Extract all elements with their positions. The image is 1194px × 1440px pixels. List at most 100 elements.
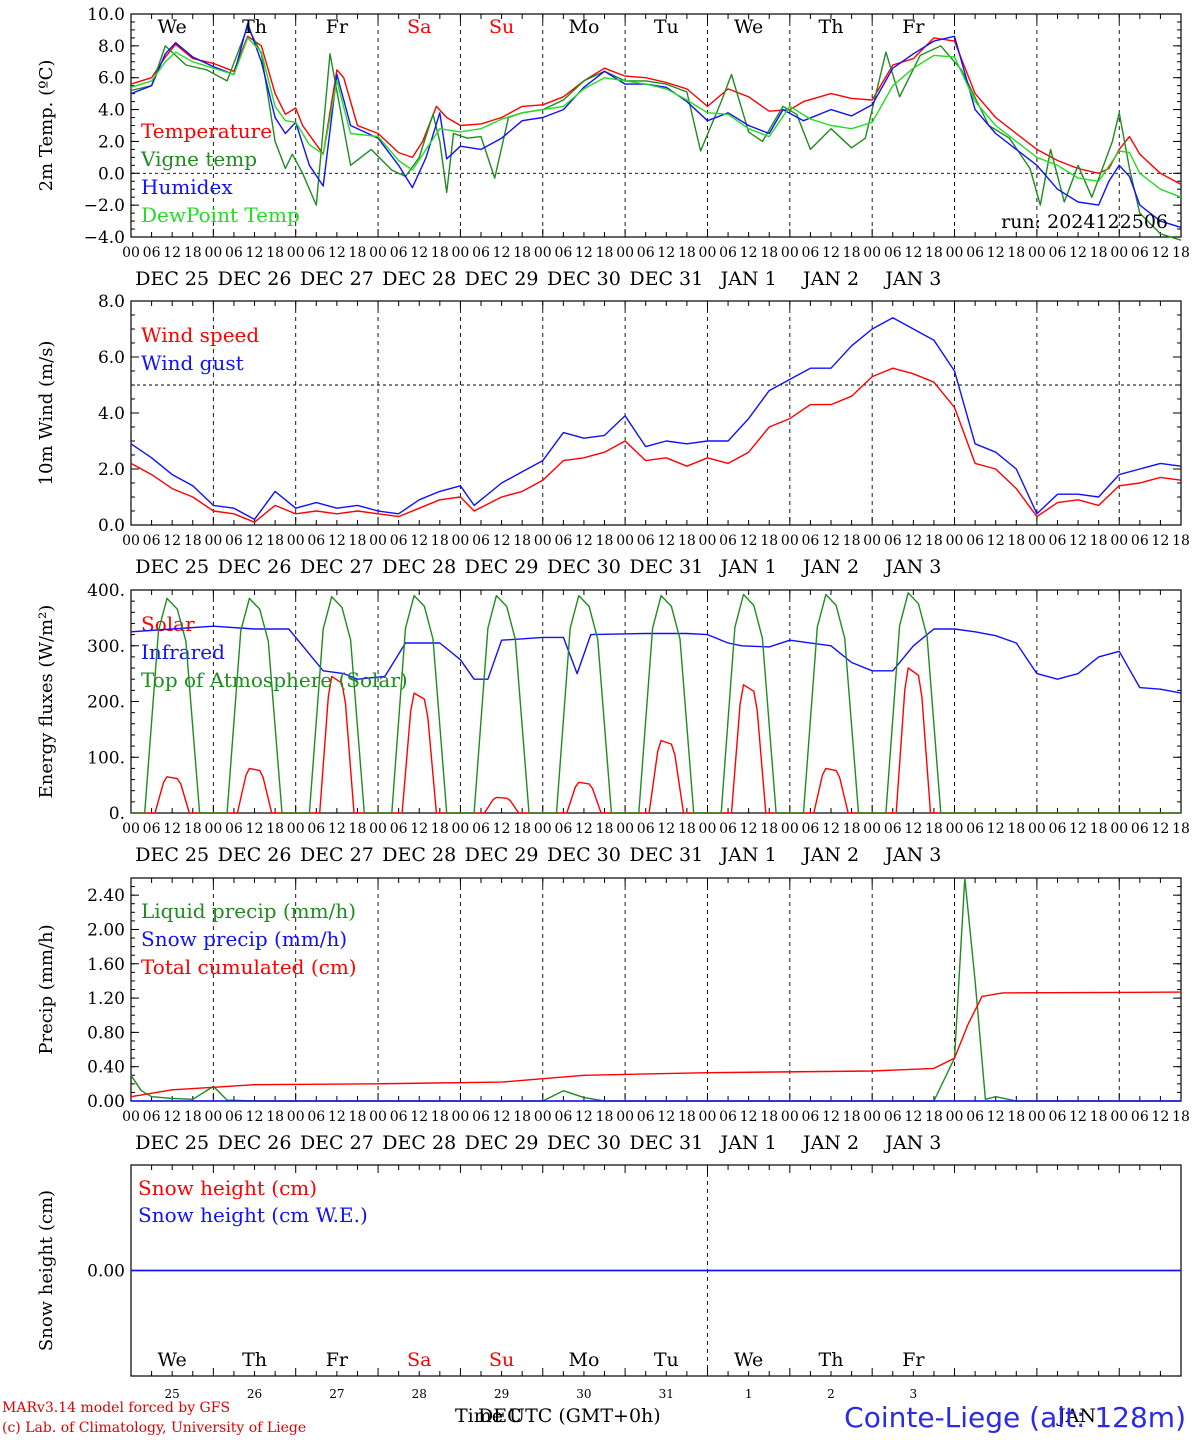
- date-label: DEC 29: [465, 268, 539, 290]
- date-label: DEC 30: [547, 1132, 621, 1154]
- date-label: JAN 2: [801, 1132, 859, 1154]
- hour-label: 12: [1151, 533, 1169, 549]
- date-label: DEC 27: [300, 844, 374, 866]
- date-label: DEC 30: [547, 268, 621, 290]
- series-liquid-precip-mm-h-: [130, 877, 1181, 1102]
- y-axis-title: Precip (mm/h): [36, 924, 57, 1054]
- y-axis-title: Energy fluxes (W/m²): [36, 605, 57, 799]
- hour-label: 12: [1069, 533, 1087, 549]
- hour-label: 18: [596, 533, 614, 549]
- hour-label: 00: [451, 245, 469, 261]
- hour-label: 06: [637, 533, 655, 549]
- hour-label: 12: [246, 245, 264, 261]
- hour-label: 00: [451, 821, 469, 837]
- hour-label: 18: [513, 245, 531, 261]
- hour-label: 12: [246, 1109, 264, 1125]
- hour-label: 06: [143, 821, 161, 837]
- hour-label: 12: [822, 821, 840, 837]
- hour-label: 18: [266, 245, 284, 261]
- hour-label: 18: [596, 245, 614, 261]
- hour-label: 06: [1049, 533, 1067, 549]
- date-label: DEC 26: [218, 1132, 292, 1154]
- hour-label: 00: [1110, 1109, 1128, 1125]
- hour-label: 18: [760, 533, 778, 549]
- date-label: JAN 2: [801, 268, 859, 290]
- hour-label: 18: [513, 1109, 531, 1125]
- hour-label: 00: [781, 821, 799, 837]
- hour-label: 00: [1110, 245, 1128, 261]
- hour-label: 18: [925, 245, 943, 261]
- hour-label: 12: [328, 821, 346, 837]
- hour-label: 18: [760, 821, 778, 837]
- date-label: DEC 31: [629, 1132, 703, 1154]
- y-tick-label: 10.0: [87, 5, 125, 25]
- y-tick-label: −4.0: [84, 228, 125, 248]
- hour-label: 00: [122, 821, 140, 837]
- hour-label: 00: [1028, 533, 1046, 549]
- y-tick-label: 0.40: [87, 1058, 125, 1078]
- hour-label: 00: [946, 533, 964, 549]
- day-number-label: 3: [910, 1387, 918, 1401]
- date-label: DEC 28: [382, 268, 456, 290]
- hour-label: 00: [1110, 821, 1128, 837]
- hour-label: 00: [699, 821, 717, 837]
- weekday-label: Th: [819, 16, 844, 38]
- legend-wind-speed: Wind speed: [141, 323, 259, 347]
- weekday-label: Tu: [654, 1349, 679, 1371]
- hour-label: 06: [307, 821, 325, 837]
- hour-label: 00: [451, 1109, 469, 1125]
- hour-label: 12: [328, 1109, 346, 1125]
- date-label: JAN 1: [719, 1132, 777, 1154]
- date-label: DEC 25: [135, 268, 209, 290]
- hour-label: 00: [781, 1109, 799, 1125]
- hour-label: 06: [472, 1109, 490, 1125]
- hour-label: 06: [390, 533, 408, 549]
- y-tick-label: 2.00: [87, 920, 125, 940]
- hour-label: 18: [596, 1109, 614, 1125]
- hour-label: 12: [904, 533, 922, 549]
- hour-label: 18: [925, 533, 943, 549]
- date-label: JAN 3: [883, 556, 941, 578]
- hour-label: 00: [616, 533, 634, 549]
- hour-label: 12: [493, 533, 511, 549]
- hour-label: 18: [184, 245, 202, 261]
- y-tick-label: 0.0: [98, 516, 125, 536]
- hour-label: 12: [1151, 245, 1169, 261]
- day-number-label: 25: [165, 1387, 180, 1401]
- y-tick-label: −2.0: [84, 196, 125, 216]
- hour-label: 18: [678, 821, 696, 837]
- hour-label: 06: [966, 245, 984, 261]
- date-label: JAN 1: [719, 556, 777, 578]
- hour-label: 06: [390, 245, 408, 261]
- hour-label: 12: [410, 821, 428, 837]
- y-tick-label: 4.0: [98, 404, 125, 424]
- date-label: JAN 2: [801, 556, 859, 578]
- hour-label: 06: [801, 821, 819, 837]
- y-axis-title: 10m Wind (m/s): [36, 341, 57, 486]
- hour-label: 18: [266, 821, 284, 837]
- hour-label: 12: [987, 821, 1005, 837]
- y-axis-title: Snow height (cm): [36, 1190, 57, 1351]
- date-label: DEC 31: [629, 268, 703, 290]
- hour-label: 00: [204, 1109, 222, 1125]
- date-label: JAN 3: [883, 844, 941, 866]
- hour-label: 06: [390, 821, 408, 837]
- hour-label: 00: [122, 1109, 140, 1125]
- hour-label: 12: [328, 245, 346, 261]
- legend-total-cumulated-cm-: Total cumulated (cm): [141, 955, 357, 979]
- hour-label: 06: [143, 245, 161, 261]
- run-label: run: 2024122506: [1001, 211, 1168, 233]
- y-tick-label: 2.40: [87, 886, 125, 906]
- series-vigne-temp: [130, 26, 1182, 241]
- hour-label: 12: [904, 245, 922, 261]
- hour-label: 12: [575, 245, 593, 261]
- hour-label: 00: [122, 245, 140, 261]
- y-tick-label: 0.0: [98, 164, 125, 184]
- hour-label: 18: [349, 1109, 367, 1125]
- date-label: JAN 3: [883, 1132, 941, 1154]
- panel-2-frame: [130, 300, 1182, 526]
- y-tick-label: 0.00: [87, 1092, 125, 1112]
- hour-label: 18: [1007, 533, 1025, 549]
- date-label: DEC 25: [135, 1132, 209, 1154]
- hour-label: 00: [287, 245, 305, 261]
